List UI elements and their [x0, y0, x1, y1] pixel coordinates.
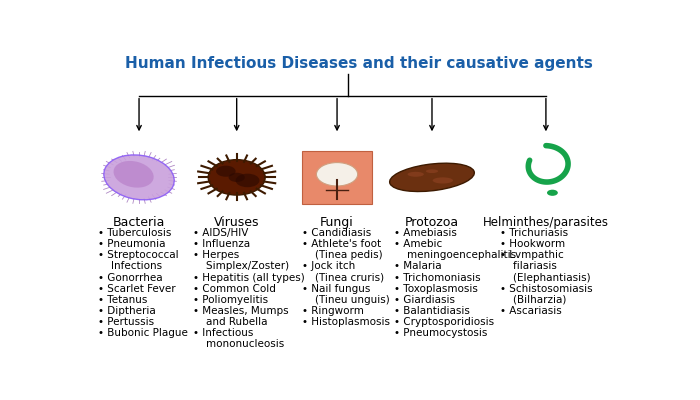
Text: • Ascariasis: • Ascariasis [500, 306, 561, 316]
Text: • Lvmpathic: • Lvmpathic [500, 250, 564, 260]
Text: (Elephantiasis): (Elephantiasis) [500, 272, 590, 282]
Circle shape [316, 162, 358, 186]
Text: • Measles, Mumps: • Measles, Mumps [193, 306, 289, 316]
Text: Protozoa: Protozoa [405, 216, 459, 229]
Text: • Streptococcal: • Streptococcal [98, 250, 179, 260]
Text: • Histoplasmosis: • Histoplasmosis [302, 317, 390, 327]
Ellipse shape [390, 163, 475, 192]
Circle shape [547, 190, 558, 196]
Text: (Tinea cruris): (Tinea cruris) [302, 272, 384, 282]
Ellipse shape [426, 169, 438, 173]
Ellipse shape [407, 172, 424, 177]
Text: • Athlete's foot: • Athlete's foot [302, 239, 381, 249]
Ellipse shape [113, 161, 154, 188]
Ellipse shape [433, 177, 453, 184]
Text: • Tetanus: • Tetanus [98, 295, 148, 305]
Text: • Candidiasis: • Candidiasis [302, 228, 371, 238]
Text: Fungi: Fungi [320, 216, 354, 229]
Text: • Trichomoniasis: • Trichomoniasis [394, 272, 481, 282]
Text: • Hepatitis (all types): • Hepatitis (all types) [193, 272, 305, 282]
Text: • Influenza: • Influenza [193, 239, 251, 249]
Text: • Amebiasis: • Amebiasis [394, 228, 457, 238]
Text: Bacteria: Bacteria [113, 216, 165, 229]
Text: • Pneumocystosis: • Pneumocystosis [394, 328, 487, 338]
Text: Helminthes/parasites: Helminthes/parasites [483, 216, 609, 229]
Circle shape [236, 174, 260, 187]
Circle shape [216, 166, 236, 177]
Text: • AIDS/HIV: • AIDS/HIV [193, 228, 248, 238]
Text: • Infectious: • Infectious [193, 328, 253, 338]
Text: • Hookworm: • Hookworm [500, 239, 565, 249]
Text: mononucleosis: mononucleosis [193, 339, 284, 349]
Text: • Schistosomiasis: • Schistosomiasis [500, 284, 592, 294]
Text: (Bilharzia): (Bilharzia) [500, 295, 566, 305]
Text: • Poliomyelitis: • Poliomyelitis [193, 295, 268, 305]
Text: meningoencephalitis: meningoencephalitis [394, 250, 516, 260]
Text: Human Infectious Diseases and their causative agents: Human Infectious Diseases and their caus… [125, 56, 593, 71]
Text: • Common Cold: • Common Cold [193, 284, 276, 294]
Text: • Bubonic Plague: • Bubonic Plague [98, 328, 188, 338]
FancyBboxPatch shape [302, 151, 372, 204]
Circle shape [228, 173, 245, 182]
Text: Simplex/Zoster): Simplex/Zoster) [193, 262, 289, 272]
Text: • Trichuriasis: • Trichuriasis [500, 228, 568, 238]
Text: (Tineu unguis): (Tineu unguis) [302, 295, 389, 305]
Text: • Toxoplasmosis: • Toxoplasmosis [394, 284, 478, 294]
Text: and Rubella: and Rubella [193, 317, 268, 327]
Text: • Pertussis: • Pertussis [98, 317, 155, 327]
Text: • Herpes: • Herpes [193, 250, 239, 260]
Text: • Ringworm: • Ringworm [302, 306, 364, 316]
Text: • Malaria: • Malaria [394, 262, 442, 272]
Text: • Pneumonia: • Pneumonia [98, 239, 166, 249]
Text: • Cryptosporidiosis: • Cryptosporidiosis [394, 317, 494, 327]
Text: filariasis: filariasis [500, 262, 556, 272]
Text: • Jock itch: • Jock itch [302, 262, 355, 272]
Text: • Gonorrhea: • Gonorrhea [98, 272, 163, 282]
Text: • Scarlet Fever: • Scarlet Fever [98, 284, 176, 294]
Text: (Tinea pedis): (Tinea pedis) [302, 250, 382, 260]
Ellipse shape [104, 155, 174, 200]
Text: • Diptheria: • Diptheria [98, 306, 156, 316]
Text: • Amebic: • Amebic [394, 239, 442, 249]
Text: • Nail fungus: • Nail fungus [302, 284, 370, 294]
Text: Viruses: Viruses [214, 216, 260, 229]
Text: • Balantidiasis: • Balantidiasis [394, 306, 470, 316]
Text: Infections: Infections [98, 262, 162, 272]
Text: • Giardiasis: • Giardiasis [394, 295, 455, 305]
Text: • Tuberculosis: • Tuberculosis [98, 228, 172, 238]
Ellipse shape [208, 160, 265, 195]
